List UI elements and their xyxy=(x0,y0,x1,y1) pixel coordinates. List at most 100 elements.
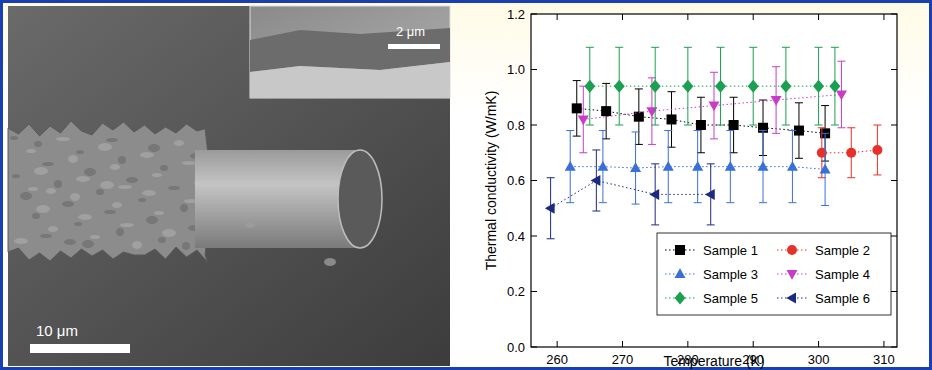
texture xyxy=(120,223,134,227)
texture xyxy=(146,216,158,224)
error-cap xyxy=(782,125,790,126)
texture xyxy=(100,181,114,189)
micrograph: 10 μm2 μm xyxy=(8,6,450,366)
error-cap xyxy=(599,202,607,203)
error-cap xyxy=(694,130,702,131)
inset-core xyxy=(250,62,450,98)
legend-label: Sample 4 xyxy=(815,267,870,282)
data-point xyxy=(601,106,611,116)
error-cap xyxy=(586,125,594,126)
data-point xyxy=(709,102,720,112)
data-point xyxy=(682,80,693,93)
data-layer xyxy=(545,47,883,238)
legend-label: Sample 6 xyxy=(815,291,870,306)
texture xyxy=(68,155,78,163)
data-point xyxy=(725,161,736,171)
error-cap xyxy=(599,130,607,131)
error-bar xyxy=(873,125,881,175)
error-cap xyxy=(821,105,829,106)
x-tick xyxy=(687,14,688,20)
error-cap xyxy=(821,133,829,134)
error-cap xyxy=(821,205,829,206)
error-cap xyxy=(873,174,881,175)
texture xyxy=(46,188,56,194)
error-cap xyxy=(651,224,659,225)
error-cap xyxy=(717,125,725,126)
texture xyxy=(182,242,190,250)
background xyxy=(0,0,932,370)
series xyxy=(545,150,715,239)
legend-box xyxy=(657,233,891,315)
error-cap xyxy=(592,149,600,150)
y-tick xyxy=(531,180,537,181)
data-point xyxy=(780,80,791,93)
y-tick xyxy=(531,291,537,292)
texture xyxy=(160,165,168,171)
error-cap xyxy=(566,202,574,203)
error-cap xyxy=(815,47,823,48)
x-tick-label: 270 xyxy=(612,352,634,367)
legend-label: Sample 1 xyxy=(703,243,758,258)
series xyxy=(584,47,840,125)
error-cap xyxy=(815,125,823,126)
texture xyxy=(98,143,112,151)
texture xyxy=(142,190,156,196)
error-cap xyxy=(547,238,555,239)
particle xyxy=(324,258,336,266)
error-cap xyxy=(632,204,640,205)
error-cap xyxy=(632,131,640,132)
texture xyxy=(138,198,146,202)
error-bar xyxy=(847,128,855,178)
error-cap xyxy=(707,224,715,225)
error-cap xyxy=(651,125,659,126)
data-point xyxy=(614,80,625,93)
x-tick xyxy=(557,341,558,347)
y-tick xyxy=(891,291,897,292)
texture xyxy=(118,156,126,164)
y-tick-label: 1.2 xyxy=(507,7,525,22)
series xyxy=(572,81,830,161)
x-tick xyxy=(818,341,819,347)
texture xyxy=(32,213,40,219)
x-tick xyxy=(687,341,688,347)
data-point xyxy=(872,145,882,155)
texture xyxy=(20,192,32,200)
data-point xyxy=(591,175,601,186)
texture xyxy=(116,228,124,236)
texture xyxy=(154,211,164,215)
chart: 2602702802903003100.00.20.40.60.81.01.2T… xyxy=(483,7,897,370)
error-cap xyxy=(635,88,643,89)
texture xyxy=(110,164,120,170)
error-cap xyxy=(782,47,790,48)
series-line xyxy=(590,86,835,87)
error-cap xyxy=(772,66,780,67)
texture xyxy=(40,234,52,238)
y-tick xyxy=(531,69,537,70)
data-point xyxy=(650,80,661,93)
texture xyxy=(90,235,100,239)
y-tick xyxy=(891,180,897,181)
x-tick xyxy=(883,14,884,20)
data-point xyxy=(705,189,715,200)
y-tick-label: 0.4 xyxy=(507,229,525,244)
texture xyxy=(174,140,184,146)
texture xyxy=(62,201,74,207)
error-cap xyxy=(586,47,594,48)
inset-scale-bar xyxy=(388,44,440,49)
error-cap xyxy=(818,127,826,128)
error-cap xyxy=(547,177,555,178)
texture xyxy=(76,176,90,182)
error-cap xyxy=(573,80,581,81)
error-cap xyxy=(684,47,692,48)
x-tick xyxy=(753,341,754,347)
inset-scale-bar-label: 2 μm xyxy=(396,24,425,39)
error-cap xyxy=(602,83,610,84)
legend-marker xyxy=(675,245,685,255)
data-point xyxy=(758,161,769,171)
data-point xyxy=(646,107,657,117)
texture xyxy=(34,141,42,147)
data-point xyxy=(663,161,674,171)
x-tick xyxy=(883,341,884,347)
error-cap xyxy=(684,125,692,126)
data-point xyxy=(630,162,641,172)
